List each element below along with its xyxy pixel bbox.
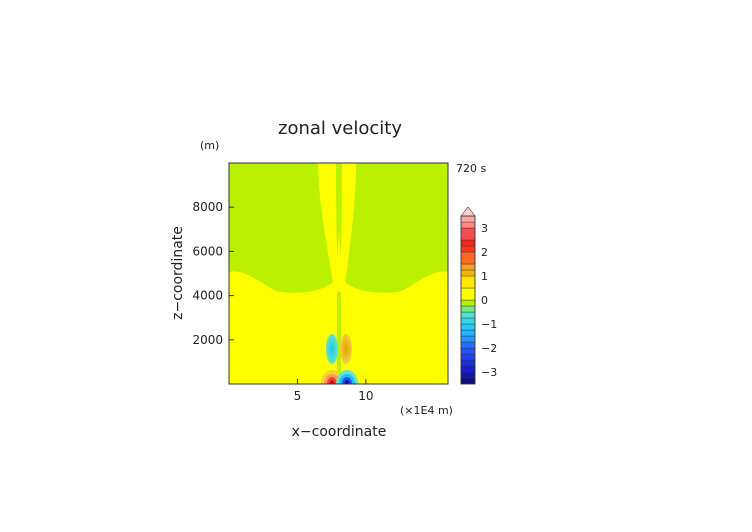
plot-area [229, 163, 448, 384]
colorbar-band [460, 365, 476, 373]
colorbar-frame [460, 215, 476, 385]
colorbar-band [460, 263, 476, 271]
colorbar-band [460, 269, 476, 277]
colorbar-band [460, 287, 476, 301]
colorbar-extend-arrow [460, 206, 476, 217]
colorbar-band [460, 323, 476, 331]
region-upper [229, 163, 448, 293]
colorbar: 3 2 1 0 −1 −2 −3 [460, 206, 497, 385]
colorbar-band [460, 251, 476, 265]
surface-dipole-right [336, 370, 358, 384]
colorbar-tick-label: 1 [481, 270, 488, 283]
region-central-jet [318, 163, 356, 295]
colorbar-band [460, 221, 476, 229]
colorbar-band [460, 371, 476, 379]
colorbar-band [460, 377, 476, 385]
colorbar-band [460, 299, 476, 307]
y-tick-label: 4000 [192, 289, 223, 303]
colorbar-tick-label: −2 [481, 342, 497, 355]
colorbar-tick-label: 0 [481, 294, 488, 307]
chart-title: zonal velocity [278, 118, 402, 139]
colorbar-band [460, 341, 476, 349]
left-lower-lobe [326, 334, 338, 364]
colorbar-band [460, 275, 476, 289]
colorbar-band [460, 239, 476, 247]
x-axis-label: x−coordinate [292, 424, 387, 440]
colorbar-tick-label: −3 [481, 366, 497, 379]
colorbar-band [460, 245, 476, 253]
colorbar-band [460, 353, 476, 361]
plot-frame [228, 162, 449, 385]
colorbar-band [460, 227, 476, 241]
x-axis-ticks: 5 10 [294, 379, 374, 403]
y-units-label: (m) [200, 139, 219, 152]
y-tick-label: 2000 [192, 333, 223, 347]
colorbar-tick-label: −1 [481, 318, 497, 331]
y-tick-label: 8000 [192, 200, 223, 214]
colorbar-band [460, 215, 476, 223]
x-tick-label: 10 [358, 389, 373, 403]
colorbar-band [460, 317, 476, 325]
surface-dipole-left [321, 370, 343, 384]
colorbar-band [460, 329, 476, 337]
colorbar-tick-label: 2 [481, 246, 488, 259]
time-label: 720 s [456, 162, 486, 175]
y-axis-ticks: 2000 4000 6000 8000 [192, 200, 234, 347]
y-axis-label: z−coordinate [170, 226, 186, 320]
x-units-label: (×1E4 m) [400, 404, 453, 417]
colorbar-band [460, 305, 476, 313]
colorbar-band [460, 347, 476, 355]
x-tick-label: 5 [294, 389, 302, 403]
colorbar-band [460, 359, 476, 367]
colorbar-tick-label: 3 [481, 222, 488, 235]
y-tick-label: 6000 [192, 244, 223, 258]
colorbar-band [460, 335, 476, 343]
region-center-stripe [337, 292, 341, 384]
right-lower-lobe [340, 334, 352, 364]
colorbar-band [460, 311, 476, 319]
